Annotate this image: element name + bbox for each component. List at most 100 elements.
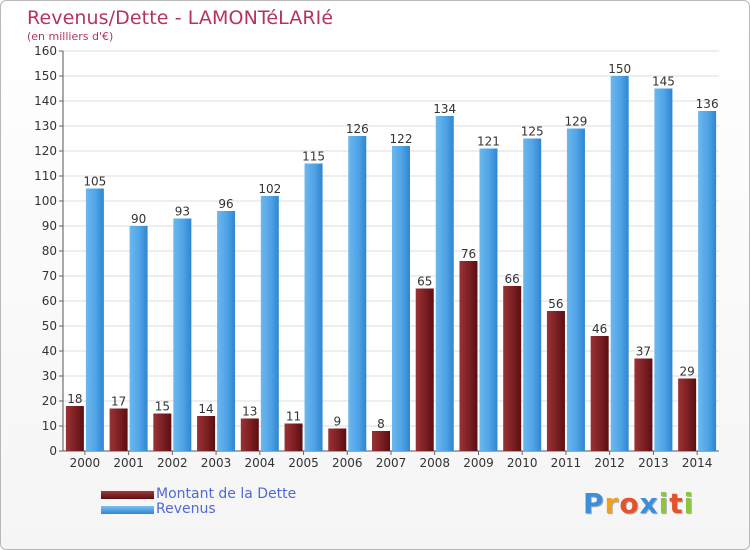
y-tick-label: 160 (34, 44, 57, 58)
data-label-debt: 17 (111, 395, 126, 409)
bar-debt (284, 423, 303, 451)
bar-revenue (698, 111, 717, 451)
x-tick-label: 2001 (113, 456, 144, 470)
x-tick-label: 2010 (507, 456, 538, 470)
y-tick-label: 70 (42, 269, 57, 283)
data-label-revenue: 136 (696, 97, 719, 111)
bar-debt (503, 286, 522, 451)
bar-revenue (610, 76, 629, 451)
bar-revenue (260, 196, 279, 451)
x-tick-label: 2006 (332, 456, 363, 470)
bar-debt (415, 288, 434, 451)
data-label-debt: 37 (636, 345, 651, 359)
y-tick-label: 40 (42, 344, 57, 358)
y-tick-label: 110 (34, 169, 57, 183)
logo-letter: P (583, 487, 605, 520)
data-label-debt: 76 (461, 247, 476, 261)
y-tick-label: 80 (42, 244, 57, 258)
x-tick-label: 2011 (551, 456, 582, 470)
y-tick-label: 10 (42, 419, 57, 433)
x-tick-label: 2005 (288, 456, 319, 470)
data-label-debt: 15 (155, 400, 170, 414)
bar-revenue (348, 136, 367, 451)
x-tick-label: 2003 (201, 456, 232, 470)
legend-swatch-revenue (101, 506, 154, 514)
x-tick-label: 2009 (463, 456, 494, 470)
data-label-debt: 46 (592, 322, 607, 336)
bar-revenue (85, 188, 104, 451)
data-label-revenue: 105 (83, 175, 106, 189)
logo-letter: r (604, 487, 620, 520)
data-label-revenue: 115 (302, 150, 325, 164)
bar-revenue (654, 88, 673, 451)
logo-letter: x (639, 487, 659, 520)
logo-letter: o (619, 487, 640, 520)
y-tick-label: 150 (34, 69, 57, 83)
y-tick-label: 60 (42, 294, 57, 308)
legend-label-revenue: Revenus (156, 501, 216, 517)
legend-label-debt: Montant de la Dette (156, 486, 297, 502)
logo-letter: t (669, 487, 684, 520)
bar-revenue (479, 148, 498, 451)
data-label-revenue: 125 (521, 125, 544, 139)
data-label-revenue: 129 (564, 115, 587, 129)
data-label-debt: 9 (333, 415, 341, 429)
data-label-debt: 11 (286, 410, 301, 424)
x-tick-label: 2007 (376, 456, 407, 470)
bar-debt (328, 428, 347, 451)
x-tick-label: 2013 (638, 456, 669, 470)
data-label-revenue: 126 (346, 122, 369, 136)
bar-debt (372, 431, 390, 451)
y-tick-label: 50 (42, 319, 57, 333)
x-tick-label: 2004 (245, 456, 276, 470)
bar-revenue (435, 116, 454, 451)
bar-debt (65, 406, 84, 451)
bar-debt (153, 413, 172, 451)
legend-swatch-debt (101, 491, 154, 499)
data-label-revenue: 145 (652, 75, 675, 89)
data-label-debt: 8 (377, 417, 385, 431)
y-tick-label: 20 (42, 394, 57, 408)
proxiti-logo: Proxiti (583, 487, 694, 520)
data-label-debt: 14 (198, 402, 213, 416)
bar-revenue (566, 128, 585, 451)
chart-title: Revenus/Dette - LAMONTéLARIé (27, 7, 334, 29)
bar-debt (678, 378, 697, 451)
chart-subtitle: (en milliers d'€) (27, 30, 114, 43)
data-label-revenue: 90 (131, 212, 146, 226)
x-tick-label: 2012 (594, 456, 625, 470)
data-label-debt: 56 (548, 297, 563, 311)
data-label-debt: 29 (679, 365, 694, 379)
data-label-revenue: 93 (175, 205, 190, 219)
data-label-revenue: 121 (477, 135, 500, 149)
bar-debt (109, 408, 128, 451)
y-tick-label: 120 (34, 144, 57, 158)
y-tick-label: 140 (34, 94, 57, 108)
logo-letter: i (683, 487, 695, 520)
y-tick-label: 90 (42, 219, 57, 233)
x-tick-label: 2002 (157, 456, 188, 470)
x-tick-label: 2008 (419, 456, 450, 470)
data-label-revenue: 96 (218, 197, 233, 211)
data-label-revenue: 122 (390, 132, 413, 146)
y-tick-label: 100 (34, 194, 57, 208)
data-label-debt: 65 (417, 275, 432, 289)
y-tick-label: 30 (42, 369, 57, 383)
data-label-debt: 18 (67, 392, 82, 406)
bar-revenue (129, 226, 148, 451)
y-tick-label: 0 (49, 444, 57, 458)
logo-letter: i (658, 487, 670, 520)
bar-debt (240, 418, 259, 451)
bar-debt (634, 358, 653, 451)
data-label-revenue: 134 (433, 102, 456, 116)
bar-debt (197, 416, 216, 451)
y-tick-label: 130 (34, 119, 57, 133)
bar-revenue (304, 163, 323, 451)
data-label-debt: 13 (242, 405, 257, 419)
bar-revenue (523, 138, 542, 451)
data-label-revenue: 102 (258, 182, 281, 196)
x-tick-label: 2000 (70, 456, 101, 470)
bar-revenue (217, 211, 236, 451)
